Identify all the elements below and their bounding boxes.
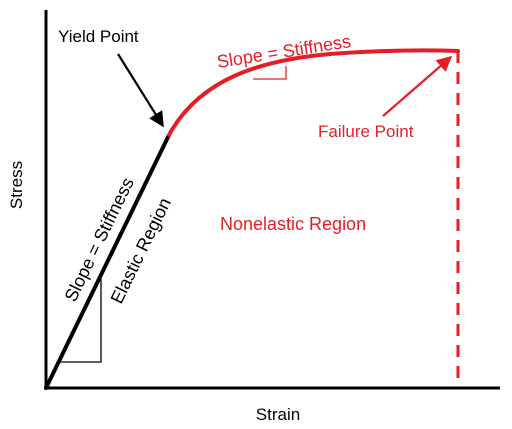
x-axis-label: Strain	[256, 405, 300, 424]
elastic-line	[44, 133, 171, 390]
failure-point-label: Failure Point	[318, 122, 414, 141]
y-axis-label: Stress	[7, 161, 26, 209]
yield-point-arrow	[117, 53, 164, 128]
plastic-curve	[167, 48, 460, 137]
nonelastic-region-label: Nonelastic Region	[220, 214, 366, 234]
plastic-slope-triangle	[253, 66, 287, 80]
elastic-slope-triangle	[61, 279, 102, 363]
yield-point-label: Yield Point	[58, 27, 139, 46]
plastic-slope-label: Slope = Stiffness	[215, 31, 352, 72]
failure-point-arrow	[382, 55, 453, 117]
